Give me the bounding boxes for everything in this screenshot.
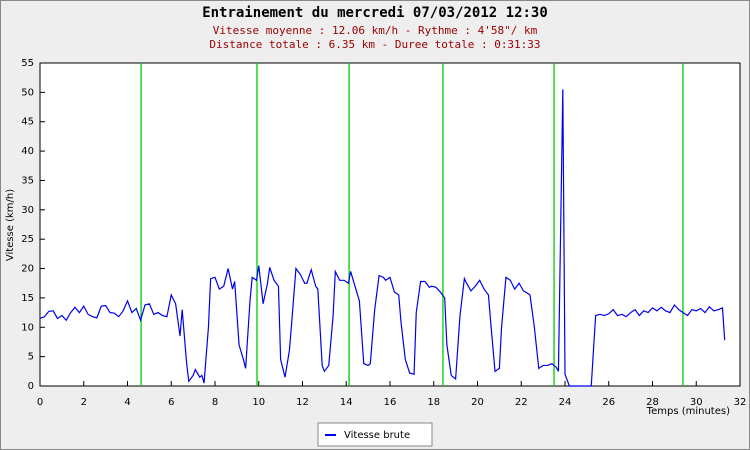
y-tick-label: 35 <box>21 175 34 186</box>
y-tick-label: 30 <box>21 205 34 216</box>
x-tick-label: 32 <box>734 397 747 408</box>
y-tick-label: 55 <box>21 58 34 69</box>
y-tick-label: 10 <box>21 322 34 333</box>
x-tick-label: 4 <box>124 397 130 408</box>
x-tick-label: 8 <box>212 397 218 408</box>
x-tick-label: 16 <box>384 397 397 408</box>
y-tick-label: 45 <box>21 117 34 128</box>
x-tick-label: 18 <box>427 397 440 408</box>
x-tick-label: 2 <box>81 397 87 408</box>
legend-box <box>317 422 433 447</box>
x-tick-label: 12 <box>296 397 309 408</box>
x-tick-label: 22 <box>515 397 528 408</box>
speed-line <box>39 89 726 387</box>
chart-subtitle: Distance totale : 6.35 km - Duree totale… <box>209 38 540 51</box>
x-tick-label: 6 <box>168 397 174 408</box>
y-tick-label: 15 <box>21 293 34 304</box>
x-axis-label: Temps (minutes) <box>646 406 730 417</box>
plot-area <box>39 62 741 387</box>
legend-label: Vitesse brute <box>344 430 410 441</box>
y-tick-label: 20 <box>21 264 34 275</box>
y-axis-label: Vitesse (km/h) <box>5 189 16 261</box>
x-tick-label: 10 <box>252 397 265 408</box>
y-tick-label: 0 <box>28 381 34 392</box>
y-tick-label: 40 <box>21 146 34 157</box>
y-tick-label: 25 <box>21 234 34 245</box>
x-tick-label: 20 <box>471 397 484 408</box>
x-tick-label: 14 <box>340 397 353 408</box>
x-tick-label: 24 <box>559 397 572 408</box>
y-tick-label: 5 <box>28 352 34 363</box>
x-tick-label: 0 <box>37 397 43 408</box>
x-tick-label: 28 <box>646 397 659 408</box>
chart-subtitle: Vitesse moyenne : 12.06 km/h - Rythme : … <box>213 24 538 37</box>
y-tick-label: 50 <box>21 87 34 98</box>
x-tick-label: 26 <box>602 397 615 408</box>
chart-title: Entrainement du mercredi 07/03/2012 12:3… <box>202 5 548 21</box>
x-tick-label: 30 <box>690 397 703 408</box>
